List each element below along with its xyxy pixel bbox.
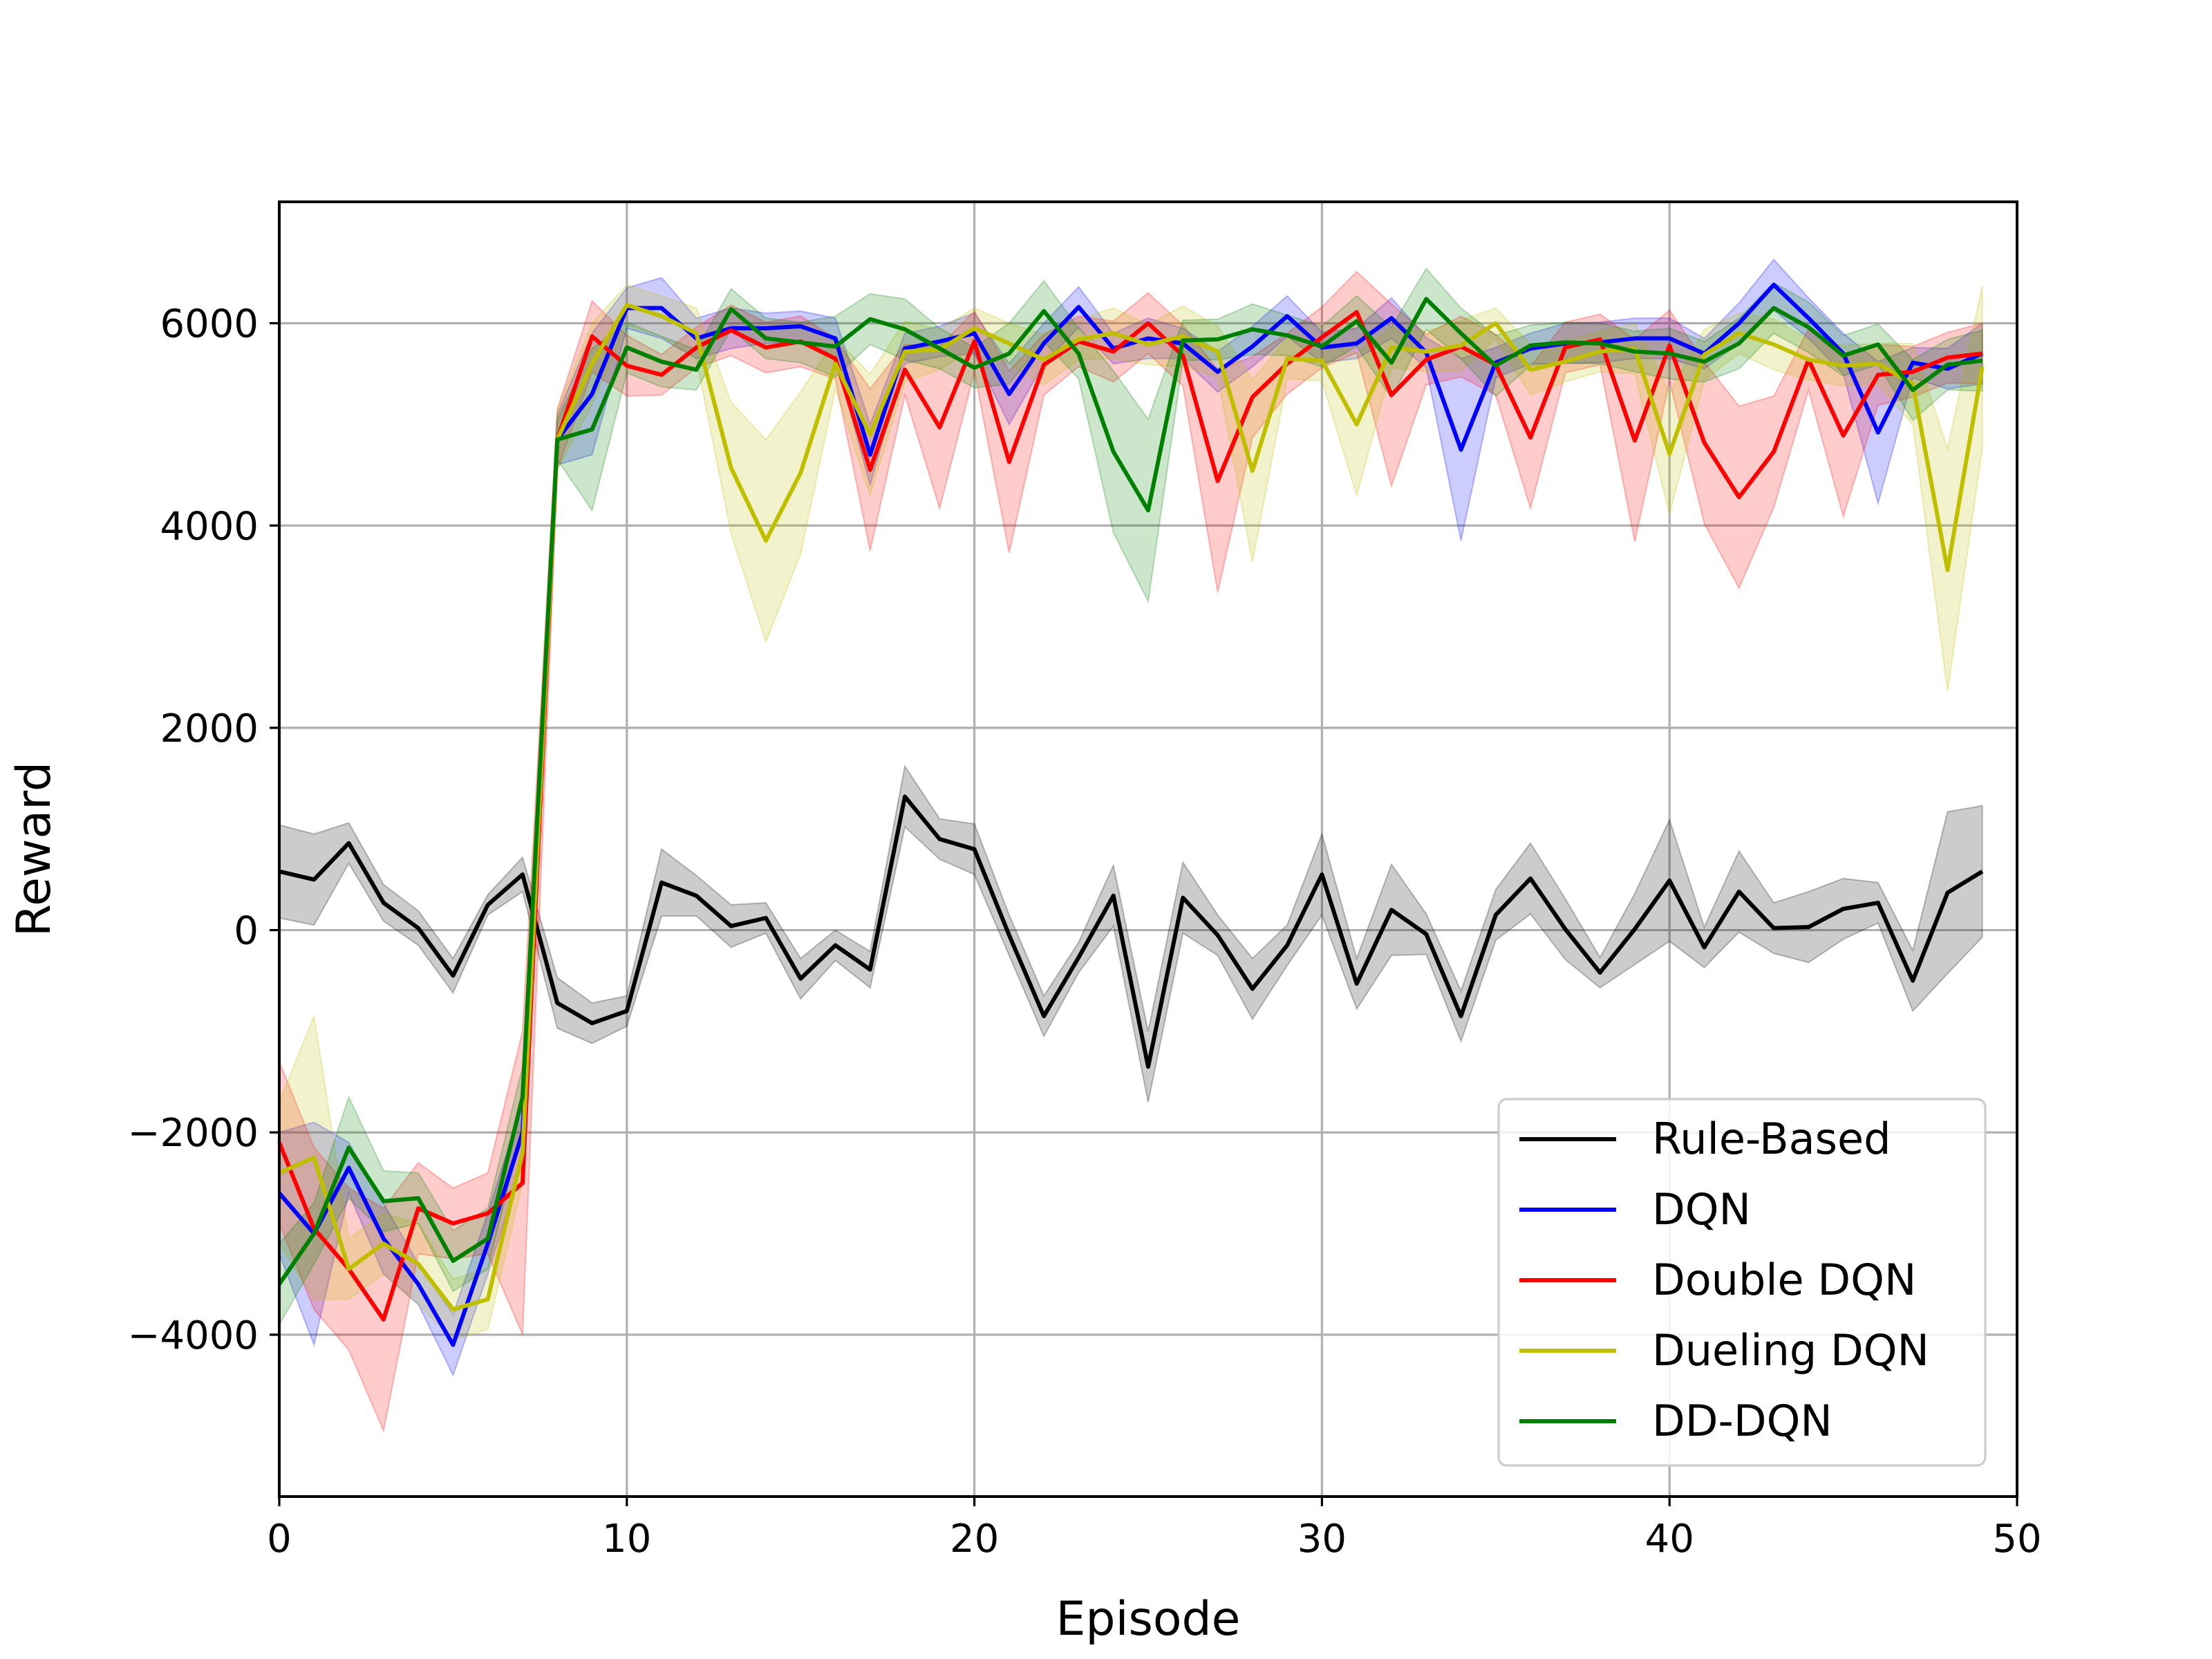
y-tick-label: 6000 (160, 302, 259, 347)
legend-box (1497, 1098, 1987, 1467)
x-axis-label: Episode (1056, 1592, 1240, 1647)
y-tick-label: 0 (234, 909, 259, 954)
x-tick-label: 30 (1297, 1517, 1347, 1562)
y-tick-label: −4000 (128, 1313, 259, 1358)
dqn-line (277, 282, 1983, 1347)
legend-label-dqn: DQN (1652, 1184, 1751, 1235)
x-tick-label: 50 (1992, 1517, 2041, 1562)
y-tick-label: 4000 (160, 504, 259, 549)
legend-label-dd-dqn: DD-DQN (1652, 1396, 1833, 1446)
dueling-dqn-line (278, 303, 1985, 1312)
axis-ticks: 0 10 20 30 40 50 −4000 −2000 0 2000 4000 6000 (128, 302, 2042, 1562)
x-tick-label: 0 (267, 1517, 292, 1562)
double-dqn-band (279, 270, 1983, 1434)
x-tick-label: 10 (602, 1517, 651, 1562)
legend-label-rule-based: Rule-Based (1652, 1114, 1891, 1164)
legend: Rule-Based DQN Double DQN Dueling DQN DD-DQN (1497, 1098, 1987, 1467)
x-tick-label: 20 (950, 1517, 999, 1562)
series-lines (277, 282, 1985, 1347)
dueling-dqn-band (279, 283, 1983, 1341)
y-axis-label: Reward (7, 762, 62, 937)
x-tick-label: 40 (1645, 1517, 1694, 1562)
legend-label-double-dqn: Double DQN (1652, 1255, 1916, 1305)
plot-frame (278, 200, 2018, 1498)
y-tick-label: 2000 (160, 706, 259, 751)
y-tick-label: −2000 (128, 1111, 259, 1156)
legend-label-dueling-dqn: Dueling DQN (1652, 1325, 1929, 1376)
rule-based-band (279, 764, 1983, 1103)
rule-based-line (279, 794, 1984, 1069)
dd-dqn-line (277, 297, 1983, 1286)
